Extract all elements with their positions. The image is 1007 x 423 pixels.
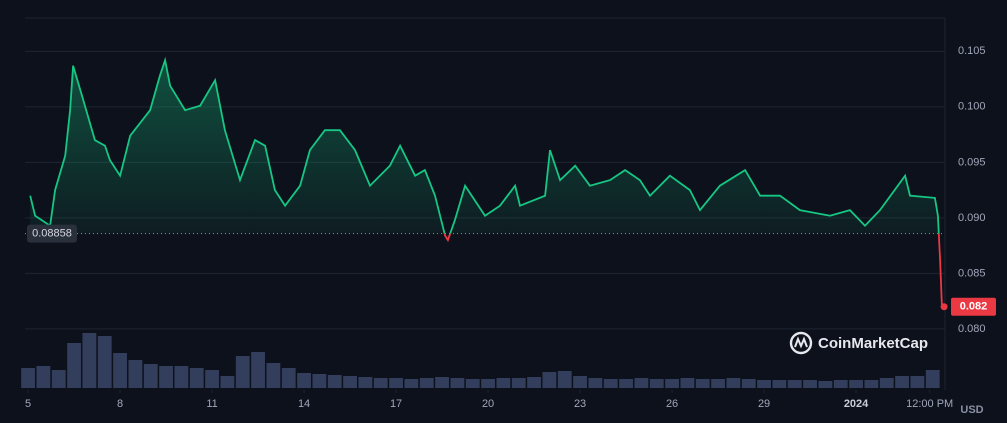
y-tick-label: 0.105 [958, 45, 986, 57]
x-tick-label: 2024 [844, 398, 869, 410]
volume-bar [833, 380, 848, 388]
volume-bar [281, 368, 296, 388]
baseline-label: 0.08858 [32, 228, 72, 240]
volume-bar [266, 363, 281, 388]
volume-bar [695, 379, 710, 388]
volume-bar [634, 378, 649, 388]
volume-bar [82, 333, 97, 388]
watermark-logo-mark [794, 336, 808, 349]
volume-bar [373, 378, 388, 388]
volume-bar [419, 378, 434, 388]
volume-bar [803, 380, 817, 388]
volume-bar [588, 378, 603, 388]
last-price-dot [940, 303, 948, 311]
x-tick-label: 26 [666, 398, 678, 410]
x-tick-label: 23 [574, 398, 586, 410]
volume-bar [358, 377, 373, 388]
volume-bar [557, 371, 572, 388]
x-tick-label: 11 [206, 398, 217, 410]
volume-bar [787, 380, 802, 388]
volume-bar [603, 379, 618, 388]
watermark-logo [789, 331, 813, 355]
volume-bar [542, 372, 557, 388]
volume-bar [665, 379, 679, 388]
volume-bar [910, 376, 925, 388]
volume-bar [235, 356, 250, 388]
volume-bar [895, 376, 909, 388]
volume-bar [465, 379, 480, 388]
y-tick-label: 0.095 [958, 156, 986, 168]
currency-label: USD [960, 404, 983, 416]
volume-bar [343, 376, 357, 388]
volume-bar [741, 379, 756, 388]
watermark-text: CoinMarketCap [818, 335, 928, 352]
volume-bar [174, 366, 189, 388]
volume-bar [511, 378, 526, 388]
volume-bar [864, 380, 879, 388]
volume-bar [128, 360, 143, 388]
volume-bar [435, 377, 449, 388]
volume-bar [36, 366, 51, 388]
x-tick-label: 5 [25, 398, 31, 410]
x-tick-label: 12:00 PM [906, 398, 953, 410]
x-tick-label: 14 [298, 398, 310, 410]
volume-bar [496, 378, 511, 388]
x-tick-label: 17 [390, 398, 402, 410]
volume-bar [450, 378, 465, 388]
volume-bar [21, 368, 35, 388]
volume-bar [51, 370, 66, 388]
last-price-box [951, 297, 996, 316]
volume-bar [312, 374, 327, 388]
volume-bar [772, 380, 787, 388]
volume-bar [527, 377, 541, 388]
volume-bar [113, 353, 127, 388]
x-tick-label: 29 [758, 398, 770, 410]
volume-bar [757, 380, 771, 388]
volume-bar [481, 379, 495, 388]
y-tick-label: 0.090 [958, 212, 986, 224]
volume-bar [220, 376, 235, 388]
volume-bar [925, 370, 940, 388]
volume-bar [389, 378, 403, 388]
volume-bar [251, 352, 265, 388]
baseline-label-box [27, 224, 77, 243]
volume-bar [327, 375, 342, 388]
watermark: CoinMarketCap [789, 331, 928, 355]
volume-bar [573, 376, 587, 388]
x-tick-label: 8 [117, 398, 123, 410]
volume-bar [189, 368, 204, 388]
y-tick-label: 0.080 [958, 323, 986, 335]
volume-bar [649, 379, 664, 388]
volume-bar [159, 366, 173, 388]
volume-bar [711, 379, 725, 388]
price-line [29, 56, 940, 234]
price-area [30, 60, 939, 234]
volume-bar [97, 336, 112, 388]
volume-bar [297, 373, 311, 388]
x-tick-label: 20 [482, 398, 494, 410]
volume-bar [619, 379, 633, 388]
volume-bar [879, 378, 894, 388]
volume-bar [205, 370, 219, 388]
volume-bar [818, 381, 833, 388]
y-tick-label: 0.100 [958, 101, 986, 113]
volume-bar [680, 378, 695, 388]
volume-bar [67, 343, 81, 388]
y-tick-label: 0.085 [958, 267, 986, 279]
volume-bar [143, 364, 158, 388]
volume-bar [404, 379, 419, 388]
volume-bar [849, 380, 863, 388]
volume-bar [726, 378, 741, 388]
last-price-label: 0.082 [960, 301, 988, 313]
